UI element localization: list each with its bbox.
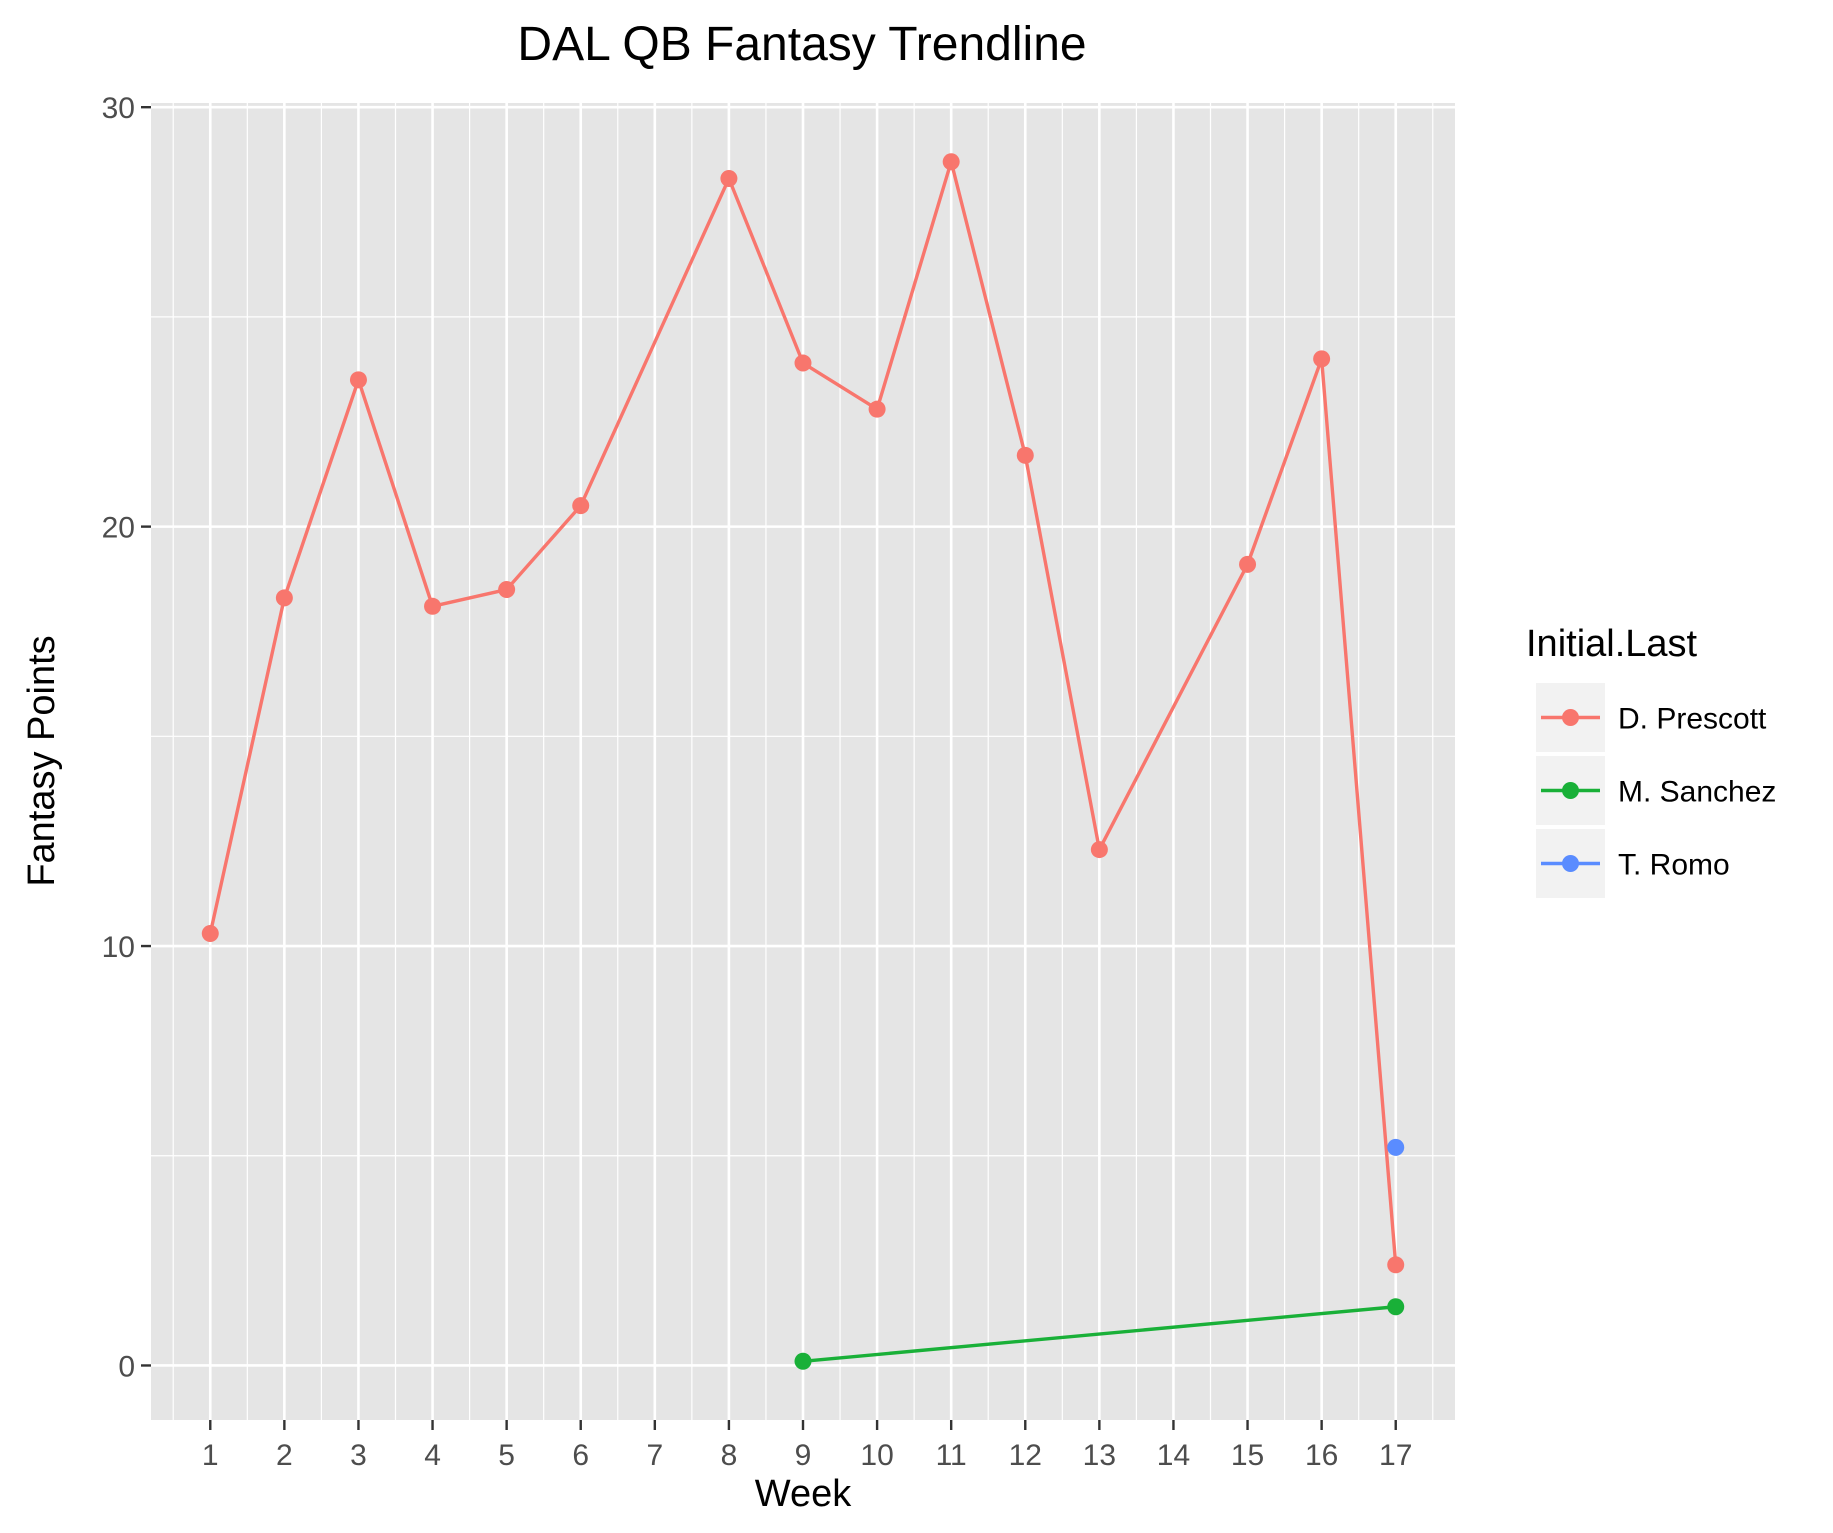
legend-key-point — [1562, 855, 1579, 872]
x-tick-label: 3 — [350, 1439, 367, 1472]
y-tick-label: 30 — [102, 92, 135, 125]
data-point — [1313, 350, 1331, 368]
data-point — [1016, 446, 1034, 464]
x-tick-label: 13 — [1083, 1439, 1116, 1472]
series-points — [201, 153, 1405, 1370]
x-tick-label: 17 — [1379, 1439, 1412, 1472]
x-axis-title: Week — [755, 1473, 852, 1515]
data-point — [942, 153, 960, 171]
data-point — [1387, 1298, 1405, 1316]
legend-title: Initial.Last — [1526, 623, 1698, 665]
data-point — [201, 924, 219, 942]
legend-label: T. Romo — [1618, 849, 1730, 882]
legend-keys: D. Prescott M. Sanchez T. Romo — [1536, 683, 1776, 898]
data-point — [1387, 1138, 1405, 1156]
data-point — [424, 597, 442, 615]
legend-label: M. Sanchez — [1618, 776, 1776, 809]
x-tick-label: 6 — [572, 1439, 589, 1472]
data-point — [1239, 555, 1257, 573]
y-tick-label: 0 — [118, 1350, 135, 1383]
x-tick-label: 10 — [860, 1439, 893, 1472]
data-point — [868, 400, 886, 418]
x-tick-label: 14 — [1157, 1439, 1190, 1472]
data-point — [572, 497, 590, 515]
y-tick-label: 20 — [102, 512, 135, 545]
x-tick-label: 16 — [1305, 1439, 1338, 1472]
x-axis: 1 2 3 4 5 6 7 8 9 10 11 12 13 14 15 16 17 — [202, 1420, 1412, 1472]
data-point — [720, 169, 738, 187]
legend-key-point — [1562, 782, 1579, 799]
chart-title: DAL QB Fantasy Trendline — [517, 18, 1086, 71]
y-axis: 0 10 20 30 — [102, 92, 151, 1383]
x-tick-label: 12 — [1009, 1439, 1042, 1472]
x-tick-label: 8 — [721, 1439, 738, 1472]
grid-major — [151, 103, 1455, 1420]
x-tick-label: 11 — [936, 1439, 967, 1472]
legend: Initial.Last D. Prescott M. Sanchez T. Rom… — [1526, 623, 1776, 898]
x-tick-label: 5 — [498, 1439, 515, 1472]
data-point — [794, 354, 812, 372]
grid-minor — [151, 103, 1455, 1420]
series-line-1 — [802, 1305, 1396, 1363]
x-tick-label: 1 — [202, 1439, 219, 1472]
data-point — [794, 1352, 812, 1370]
data-point — [1090, 841, 1108, 859]
legend-key-point — [1562, 709, 1579, 726]
x-tick-label: 15 — [1231, 1439, 1264, 1472]
data-point — [349, 371, 367, 389]
legend-label: D. Prescott — [1618, 703, 1767, 736]
data-point — [275, 589, 293, 607]
data-point — [498, 581, 516, 599]
data-point — [1387, 1256, 1405, 1274]
x-tick-label: 2 — [276, 1439, 293, 1472]
y-tick-label: 10 — [102, 931, 135, 964]
y-axis-title: Fantasy Points — [21, 635, 63, 886]
x-tick-label: 9 — [795, 1439, 812, 1472]
x-tick-label: 7 — [646, 1439, 663, 1472]
x-tick-label: 4 — [424, 1439, 441, 1472]
